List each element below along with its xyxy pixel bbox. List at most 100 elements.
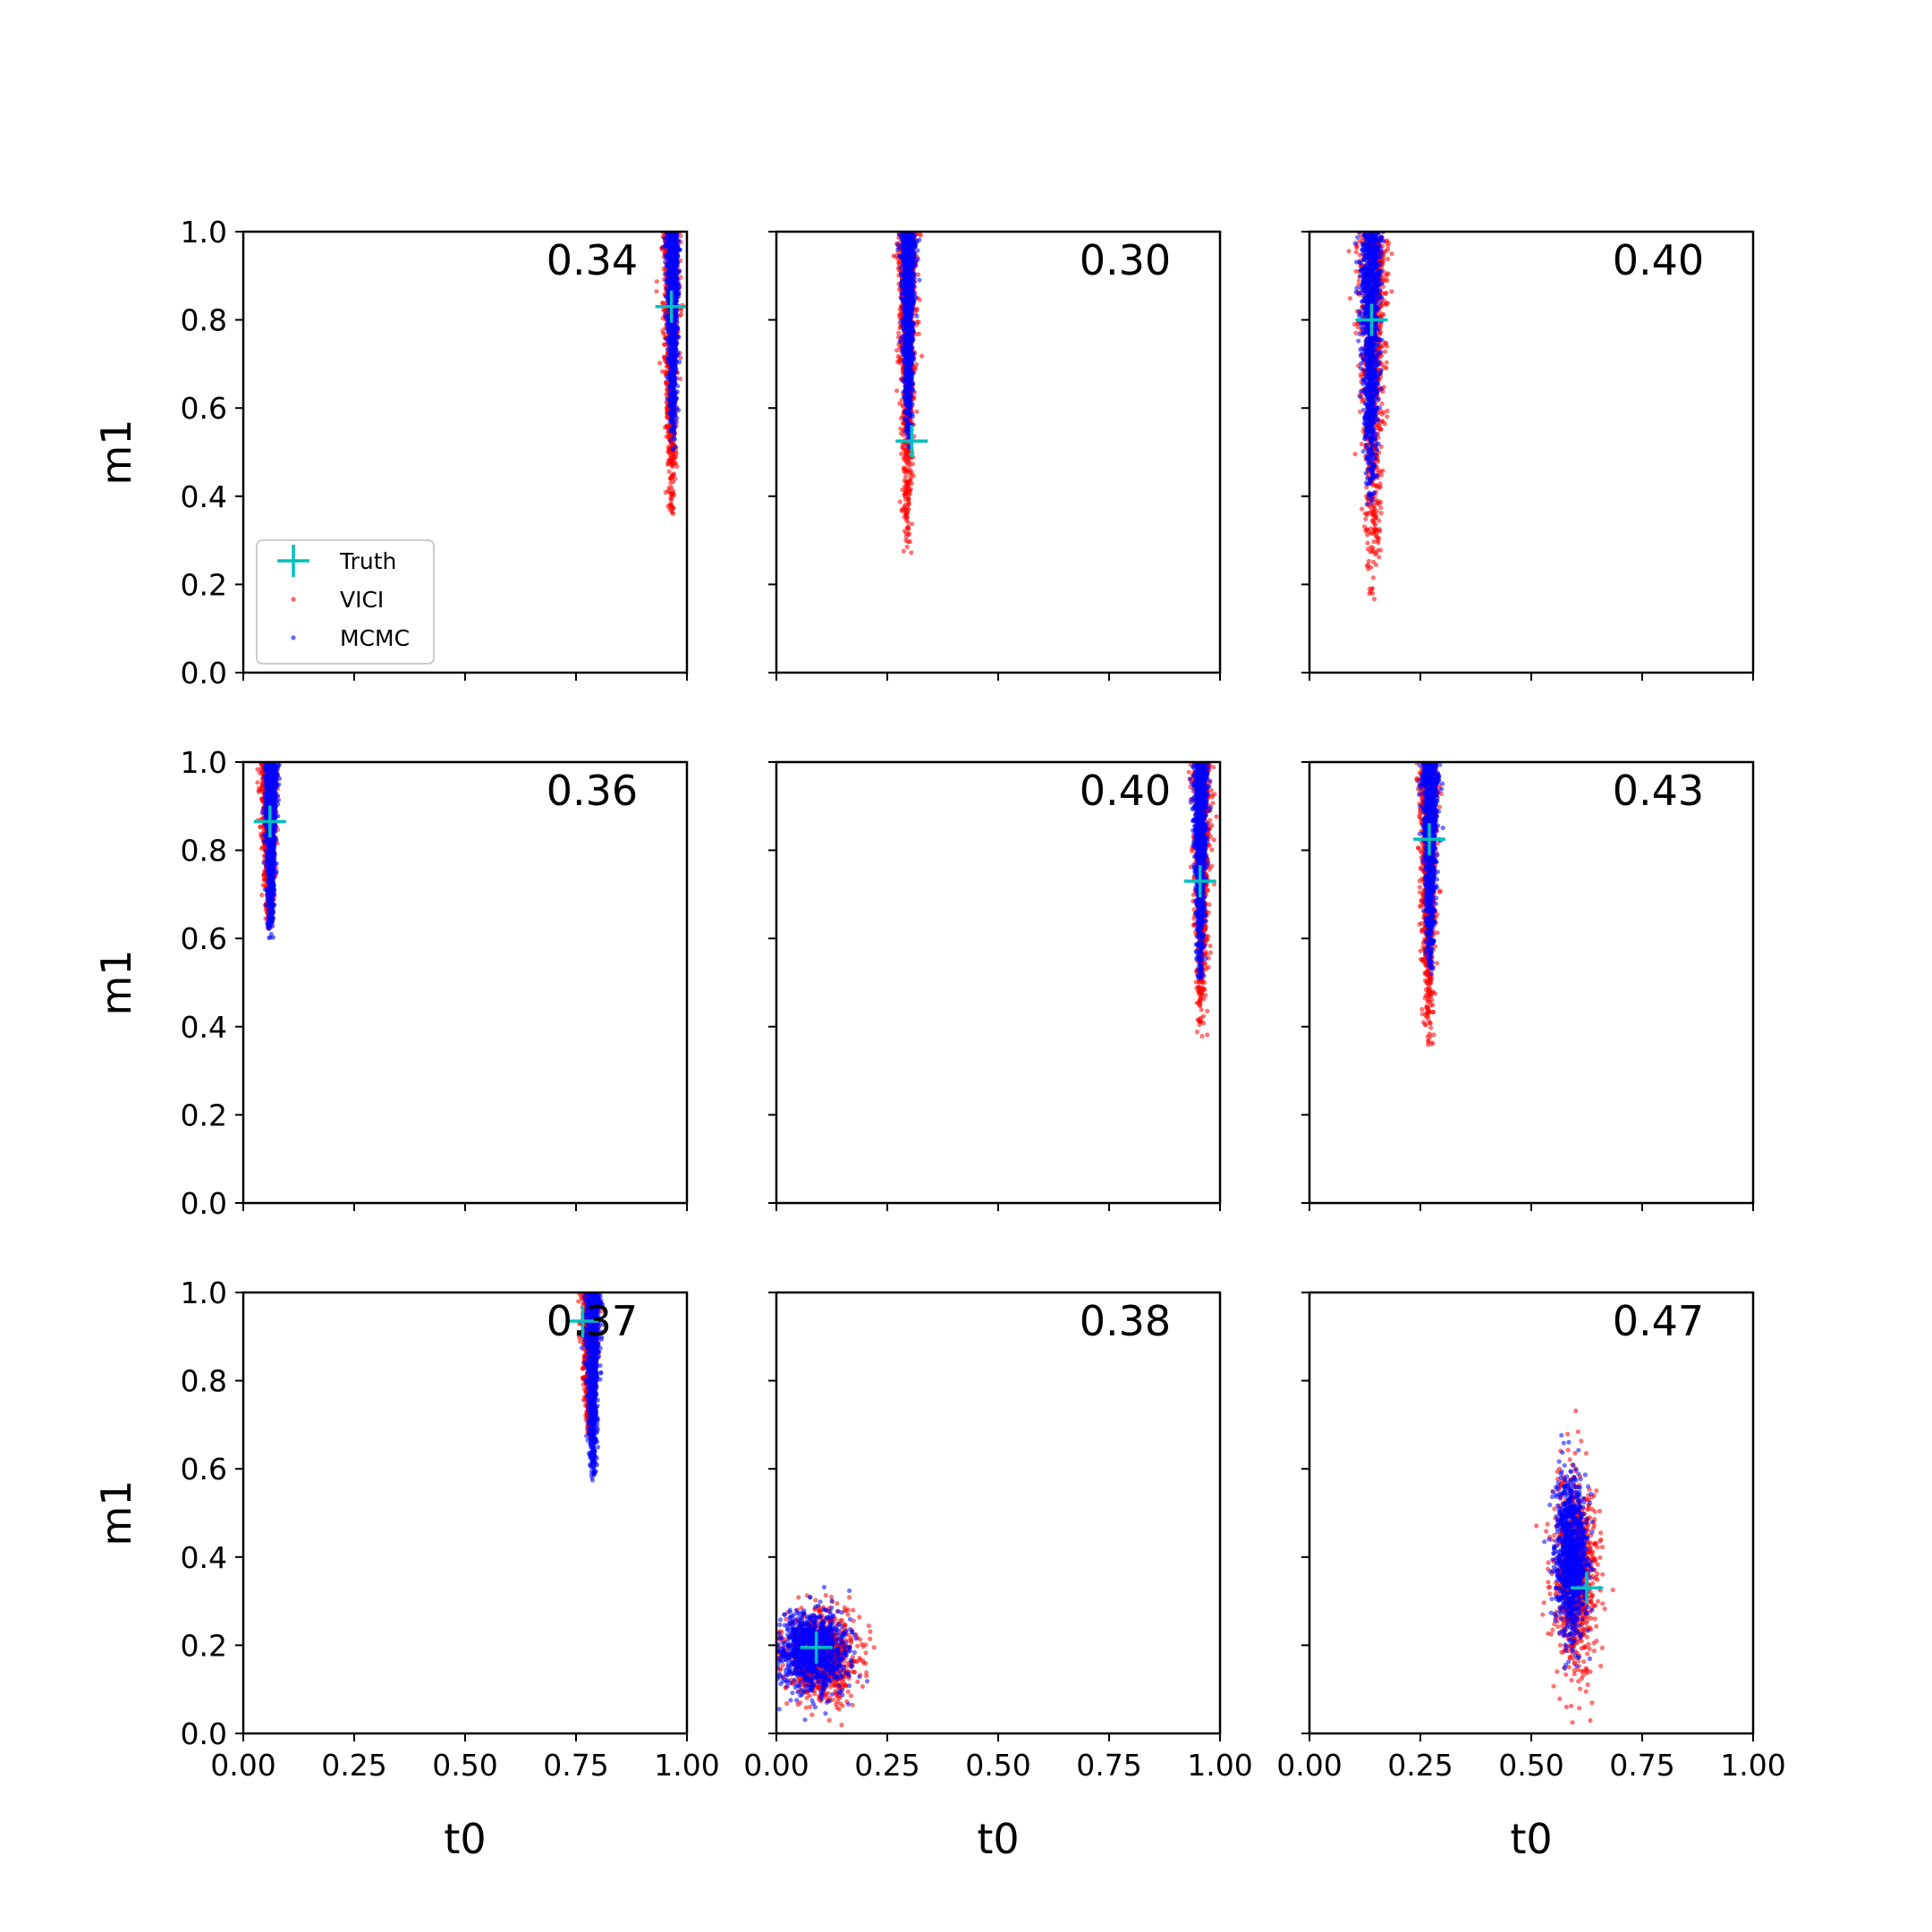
vici-point (1377, 427, 1383, 432)
mcmc-series (894, 232, 922, 450)
vici-point (1370, 575, 1376, 580)
vici-point (1377, 518, 1382, 523)
mcmc-point (911, 288, 916, 293)
vici-point (666, 433, 672, 438)
y-tick-label: 1.0 (181, 215, 227, 250)
mcmc-point (902, 352, 907, 357)
mcmc-point (906, 282, 911, 287)
mcmc-point (674, 376, 679, 381)
mcmc-point (675, 282, 681, 287)
mcmc-point (674, 262, 680, 267)
mcmc-point (674, 326, 680, 332)
mcmc-point (672, 275, 677, 280)
mcmc-point (663, 259, 668, 265)
mcmc-point (670, 385, 676, 390)
mcmc-point (674, 360, 680, 366)
mcmc-point (908, 257, 913, 262)
vici-point (671, 471, 677, 477)
mcmc-point (900, 323, 905, 328)
vici-point (1356, 278, 1361, 284)
mcmc-point (897, 244, 902, 250)
vici-point (1368, 564, 1374, 570)
vici-point (1358, 409, 1363, 414)
vici-point (1385, 278, 1390, 284)
mcmc-point (663, 294, 669, 300)
mcmc-point (668, 359, 674, 365)
vici-point (1382, 349, 1388, 354)
mcmc-point (914, 313, 919, 318)
vici-point (665, 488, 671, 494)
vici-point (1370, 545, 1376, 550)
vici-point (1366, 558, 1371, 564)
mcmc-point (908, 342, 913, 347)
y-tick-label: 0.4 (181, 479, 227, 514)
mcmc-point (664, 279, 669, 284)
vici-point (1371, 504, 1377, 510)
vici-point (908, 477, 913, 483)
vici-point (657, 360, 663, 366)
mcmc-point (671, 372, 676, 377)
vici-point (1385, 414, 1390, 419)
vici-point (902, 529, 908, 534)
vici-point (916, 331, 921, 336)
vici-point (1352, 322, 1357, 327)
mcmc-point (898, 284, 904, 289)
mcmc-point (903, 236, 909, 242)
mcmc-point (662, 271, 668, 276)
score-annotation: 0.34 (547, 236, 638, 284)
mcmc-point (909, 389, 914, 394)
vici-point (1384, 271, 1389, 276)
vici-point (1372, 552, 1378, 557)
vici-point (673, 461, 678, 466)
vici-point (678, 275, 683, 280)
mcmc-point (905, 384, 911, 389)
mcmc-point (671, 379, 677, 385)
vici-point (906, 506, 911, 513)
mcmc-point (901, 316, 906, 322)
scatter-points (654, 232, 685, 516)
axes-frame (775, 230, 1222, 674)
vici-point (915, 272, 921, 277)
mcmc-point (672, 400, 677, 405)
vici-point (670, 490, 675, 496)
y-tick-label: 0.6 (181, 391, 227, 426)
mcmc-point (905, 309, 911, 315)
vici-point (678, 355, 683, 360)
mcmc-point (908, 362, 913, 368)
vici-point (894, 348, 900, 353)
vici-point (896, 330, 902, 335)
mcmc-point (671, 427, 676, 432)
vici-point (1384, 290, 1389, 296)
vici-point (1383, 340, 1388, 345)
mcmc-point (902, 286, 908, 292)
mcmc-point (899, 270, 904, 276)
vici-point (899, 451, 904, 456)
mcmc-point (902, 379, 907, 385)
mcmc-point (665, 318, 672, 323)
vici-point (1376, 540, 1381, 546)
vici-point (1371, 539, 1377, 545)
vici-point (1353, 250, 1359, 255)
mcmc-point (667, 411, 673, 417)
vici-point (1373, 533, 1379, 538)
vici-point (1371, 597, 1377, 602)
mcmc-point (906, 250, 911, 257)
mcmc-point (667, 241, 673, 246)
vici-point (897, 499, 902, 504)
vici-point (905, 539, 911, 545)
mcmc-point (671, 267, 676, 273)
vici-point (891, 253, 896, 258)
vici-point (906, 482, 911, 488)
vici-point (901, 506, 906, 512)
vici-point (1365, 540, 1370, 546)
vici-point (663, 332, 668, 337)
mcmc-point (663, 236, 668, 242)
vici-point (911, 365, 918, 370)
vici-point (1384, 365, 1389, 371)
vici-point (666, 469, 672, 474)
vici-point (1377, 547, 1384, 553)
mcmc-point (670, 420, 675, 427)
axes-frame (242, 230, 689, 674)
vici-point (1364, 527, 1369, 532)
